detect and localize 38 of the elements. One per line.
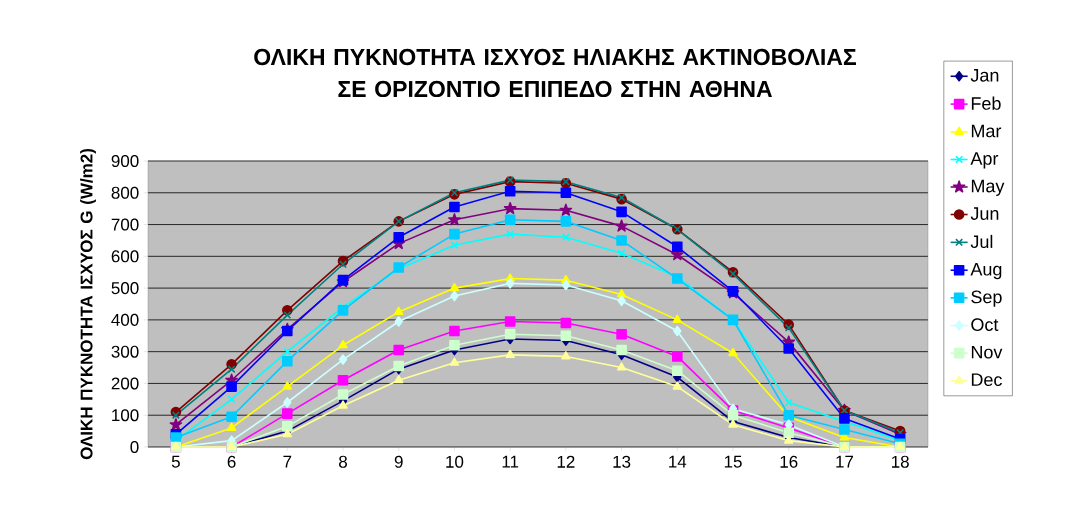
legend-label: Feb <box>971 96 1001 110</box>
y-axis-title: ΟΛΙΚΗ ΠΥΚΝΟΤΗΤΑ ΙΣΧΥΟΣ G (W/m2) <box>80 148 96 460</box>
y-tick-label: 900 <box>111 154 139 168</box>
legend-label: Oct <box>971 318 999 331</box>
x-tick-label: 11 <box>502 455 519 468</box>
x-tick-label: 5 <box>171 455 180 468</box>
y-tick-label: 300 <box>111 345 139 358</box>
y-tick-label: 800 <box>111 186 139 199</box>
x-tick-label: 9 <box>394 455 403 468</box>
legend-label: May <box>971 179 1005 196</box>
legend-label: Aug <box>970 263 1002 280</box>
legend-label: Apr <box>970 152 999 169</box>
x-tick-label: 17 <box>836 455 854 468</box>
x-tick-label: 10 <box>446 455 464 468</box>
y-tick-label: 200 <box>111 377 139 390</box>
y-tick-label: 400 <box>111 313 139 326</box>
x-tick-label: 7 <box>283 455 292 468</box>
chart-title: ΟΛΙΚΗ ΠΥΚΝΟΤΗΤΑ ΙΣΧΥΟΣ ΗΛΙΑΚΗΣ ΑΚΤΙΝΟΒΟΛΙΑΣ ΣΕ ΟΡΙΖΟΝΤΙΟ ΕΠΙΠΕΔΟ ΣΤΗΝ ΑΘΗΝΑ <box>254 48 857 98</box>
legend-label: Nov <box>971 345 1003 359</box>
y-tick-label: 500 <box>111 282 139 295</box>
y-tick-label: 0 <box>130 440 139 454</box>
legend-label: Jul <box>970 234 993 249</box>
x-tick-label: 12 <box>557 455 575 468</box>
y-tick-label: 600 <box>111 250 139 263</box>
x-tick-label: 8 <box>339 455 347 468</box>
x-tick-label: 18 <box>892 455 909 468</box>
legend-label: Dec <box>971 373 1002 387</box>
x-tick-label: 14 <box>669 455 687 468</box>
x-tick-label: 16 <box>780 455 798 468</box>
x-tick-label: 15 <box>724 455 742 468</box>
legend-label: Mar <box>971 124 1002 138</box>
y-tick-label: 700 <box>111 218 139 231</box>
legend-label: Jun <box>970 207 999 220</box>
y-tick-label: 100 <box>112 409 139 422</box>
x-tick-label: 13 <box>613 455 631 468</box>
legend-label: Jan <box>970 69 999 82</box>
legend-label: Sep <box>971 290 1002 307</box>
x-tick-label: 6 <box>227 455 236 468</box>
